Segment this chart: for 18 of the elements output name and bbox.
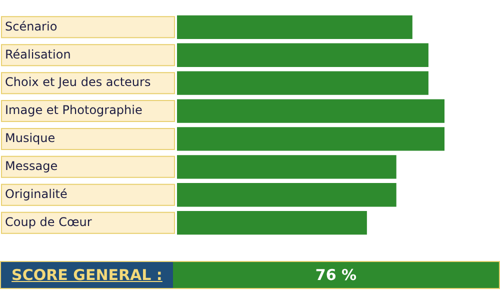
bar xyxy=(177,43,428,67)
y-tick-label: Message xyxy=(5,159,58,174)
y-tick-label: Réalisation xyxy=(5,47,71,62)
y-tick-label: Image et Photographie xyxy=(5,103,142,118)
bar xyxy=(177,155,396,179)
text: SCORE GENERAL : xyxy=(12,266,162,284)
y-tick-label: Choix et Jeu des acteurs xyxy=(5,75,151,90)
bar xyxy=(177,210,367,235)
y-tick-label: Musique xyxy=(5,131,56,146)
y-tick-label: Scénario xyxy=(5,19,58,34)
text: 76 % xyxy=(173,262,499,288)
bar xyxy=(177,15,412,40)
bar xyxy=(177,183,396,207)
y-tick-label: Coup de Cœur xyxy=(5,214,92,229)
bar xyxy=(177,99,444,123)
bar xyxy=(177,127,444,151)
bar xyxy=(177,71,428,95)
y-tick-label: Originalité xyxy=(5,187,68,201)
